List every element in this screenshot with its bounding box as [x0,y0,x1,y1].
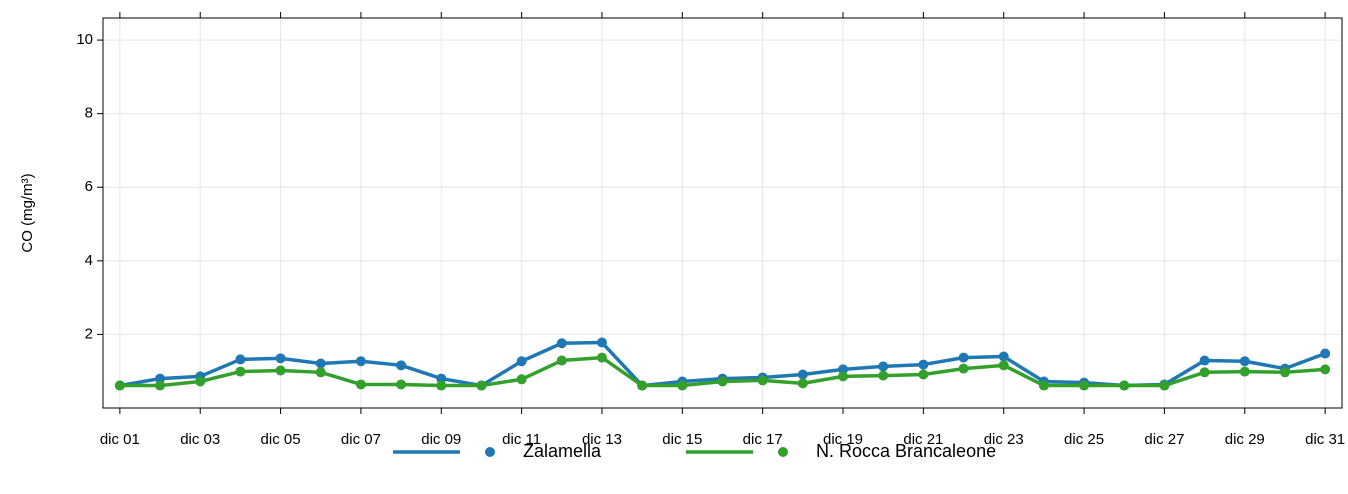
x-tick-label: dic 09 [421,431,461,448]
y-tick-label: 2 [85,325,93,342]
point [396,360,407,371]
point [235,366,246,377]
x-tick-label: dic 05 [261,431,301,448]
point [476,380,487,391]
y-axis-label: CO (mg/m³) [19,173,36,252]
legend-label: Zalamella [523,441,602,461]
point [958,352,969,363]
point [637,380,648,391]
x-tick-label: dic 11 [502,431,541,448]
point [797,378,808,389]
point [355,356,366,367]
x-tick-label: dic 27 [1144,431,1184,448]
x-tick-label: dic 01 [100,431,140,448]
point [1199,355,1210,366]
x-tick-label: dic 07 [341,431,381,448]
point [436,380,447,391]
y-tick-label: 10 [76,31,93,48]
point [396,379,407,390]
x-tick-label: dic 15 [662,431,702,448]
point [717,376,728,387]
y-tick-label: 8 [85,105,93,122]
point [918,369,929,380]
point [275,365,286,376]
y-tick-label: 4 [85,252,93,269]
point [195,376,206,387]
point [797,369,808,380]
point [1159,380,1170,391]
point [958,363,969,374]
point [1038,380,1049,391]
point [436,373,447,384]
point [1279,367,1290,378]
point [516,356,527,367]
point [918,359,929,370]
point [1199,367,1210,378]
point [155,373,166,384]
point [516,374,527,385]
legend-point [778,447,788,457]
legend-point [485,447,495,457]
point [315,358,326,369]
point [114,380,125,391]
point [998,351,1009,362]
x-tick-label: dic 17 [743,431,783,448]
point [1079,380,1090,391]
point [838,364,849,375]
point [998,360,1009,371]
point [677,380,688,391]
legend-label: N. Rocca Brancaleone [816,441,996,461]
y-tick-label: 6 [85,178,93,195]
x-tick-label: dic 23 [984,431,1024,448]
x-tick-label: dic 29 [1225,431,1265,448]
point [878,370,889,381]
x-tick-label: dic 03 [180,431,220,448]
point [757,375,768,386]
point [596,337,607,348]
point [155,380,166,391]
plot-frame [102,17,1343,409]
x-tick-label: dic 31 [1305,431,1345,448]
point [355,379,366,390]
point [596,352,607,363]
point [1239,366,1250,377]
point [1119,380,1130,391]
point [556,338,567,349]
point [1320,348,1331,359]
point [315,367,326,378]
point [838,371,849,382]
x-tick-label: dic 19 [823,431,863,448]
x-tick-label: dic 21 [903,431,943,448]
x-tick-label: dic 13 [582,431,622,448]
point [235,354,246,365]
point [878,361,889,372]
point [556,355,567,366]
point [1239,356,1250,367]
point [275,353,286,364]
x-tick-label: dic 25 [1064,431,1104,448]
point [1320,364,1331,375]
